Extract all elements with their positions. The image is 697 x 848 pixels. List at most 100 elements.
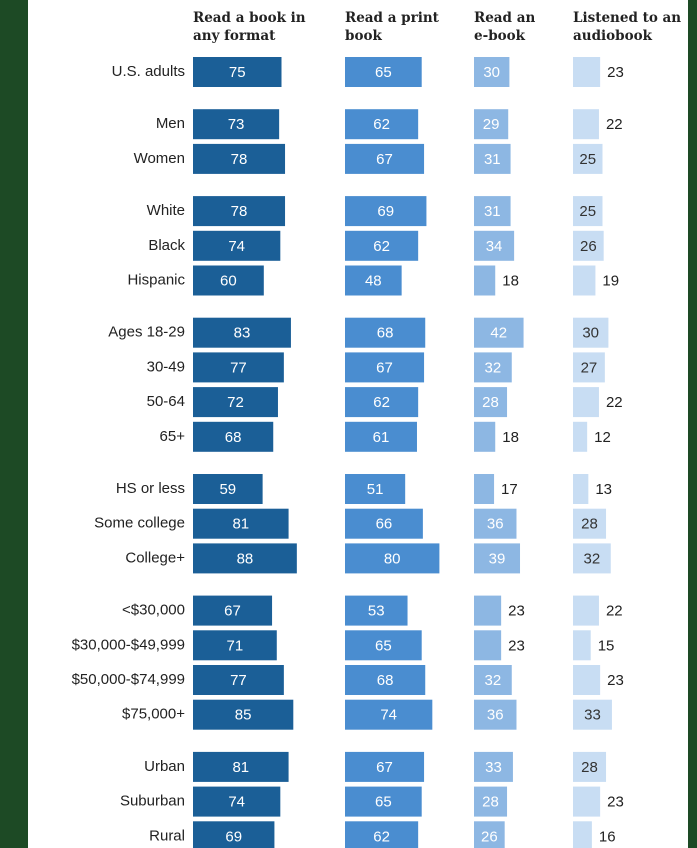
bar [573, 387, 599, 418]
bar [573, 630, 591, 661]
bar [573, 265, 596, 296]
bar [193, 230, 281, 261]
bar [573, 109, 599, 140]
bar [193, 265, 264, 296]
bar [345, 387, 419, 418]
value-label: 75 [229, 64, 246, 81]
value-label: 53 [368, 603, 385, 620]
value-label: 18 [502, 272, 519, 289]
value-label: 48 [365, 272, 382, 289]
value-label: 83 [234, 325, 251, 342]
value-label: 62 [373, 238, 390, 255]
bar [573, 665, 601, 695]
bar [573, 143, 603, 174]
value-label: 69 [377, 203, 394, 220]
value-label: 67 [376, 359, 393, 376]
value-label: 85 [235, 707, 252, 724]
value-label: 18 [502, 429, 519, 446]
value-label: 30 [582, 325, 599, 342]
bar [474, 508, 517, 539]
value-label: 81 [232, 516, 249, 533]
value-label: 28 [482, 794, 499, 811]
value-label: 62 [373, 116, 390, 133]
value-label: 22 [606, 603, 623, 620]
value-label: 60 [220, 272, 237, 289]
category-label: <$30,000 [122, 602, 185, 619]
bar [474, 352, 512, 383]
bar [573, 699, 612, 730]
bar [345, 786, 422, 817]
category-label: Men [156, 115, 185, 132]
value-label: 13 [595, 481, 612, 498]
bar [193, 595, 273, 626]
bar [193, 543, 297, 574]
category-label: U.S. adults [112, 63, 185, 80]
value-label: 23 [607, 64, 624, 81]
value-label: 23 [508, 637, 525, 654]
bar [345, 421, 417, 452]
value-label: 67 [376, 151, 393, 168]
bar [573, 474, 589, 504]
bar [573, 196, 603, 227]
category-label: $30,000-$49,999 [72, 636, 185, 653]
bar [345, 265, 402, 296]
value-label: 22 [606, 116, 623, 133]
bar [193, 751, 289, 782]
bar [345, 665, 426, 695]
value-label: 67 [224, 603, 241, 620]
value-label: 39 [489, 550, 506, 567]
bar [345, 143, 425, 174]
bar [474, 265, 496, 296]
bar [345, 230, 419, 261]
bar [193, 387, 278, 418]
bar [474, 786, 508, 817]
value-label: 62 [373, 828, 390, 845]
bar [193, 630, 277, 661]
bar [193, 699, 294, 730]
bar [474, 595, 502, 626]
bar [474, 543, 521, 574]
category-label: Suburban [120, 793, 185, 810]
value-label: 25 [579, 203, 596, 220]
value-label: 32 [485, 359, 502, 376]
category-label: 30-49 [147, 358, 185, 375]
category-label: Urban [144, 758, 185, 775]
column-header: Read a book in any format [193, 10, 306, 44]
bar [345, 630, 422, 661]
bar [345, 751, 425, 782]
bar [345, 699, 433, 730]
value-label: 77 [230, 359, 247, 376]
bar [573, 786, 601, 817]
value-label: 67 [376, 759, 393, 776]
category-label: $75,000+ [122, 706, 185, 723]
value-label: 59 [219, 481, 236, 498]
bar [345, 317, 426, 348]
value-label: 65 [375, 64, 392, 81]
value-label: 51 [367, 481, 384, 498]
bar [474, 317, 524, 348]
category-label: Black [148, 237, 185, 254]
value-label: 36 [487, 707, 504, 724]
bar [573, 421, 588, 452]
bar [345, 57, 422, 87]
category-label: White [147, 202, 185, 219]
bar [474, 474, 495, 504]
value-label: 68 [377, 672, 394, 689]
bar [193, 196, 286, 227]
bar [193, 786, 281, 817]
value-label: 23 [607, 672, 624, 689]
category-label: $50,000-$74,999 [72, 671, 185, 688]
value-label: 68 [225, 429, 242, 446]
column-header: Listened to an audiobook [573, 10, 682, 44]
bar [345, 196, 427, 227]
bar [474, 387, 508, 418]
value-label: 71 [227, 637, 244, 654]
bar [474, 751, 513, 782]
value-label: 69 [225, 828, 242, 845]
bar [474, 196, 511, 227]
category-label: Hispanic [127, 271, 185, 288]
value-label: 65 [375, 637, 392, 654]
value-label: 26 [580, 238, 597, 255]
value-label: 15 [598, 637, 615, 654]
